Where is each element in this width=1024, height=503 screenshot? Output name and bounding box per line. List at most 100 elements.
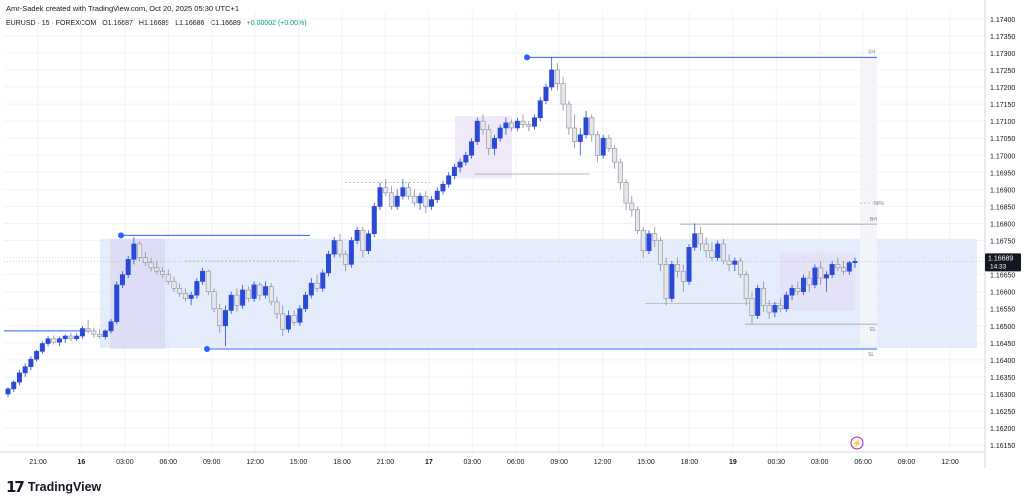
candle-body — [303, 294, 309, 310]
candle-body — [28, 358, 34, 368]
candle-body — [348, 240, 354, 265]
candle-body — [692, 233, 698, 248]
x-tick-label: 09:00 — [203, 459, 221, 466]
y-tick-label: 1.16650 — [990, 273, 1015, 280]
range-high-dot — [118, 232, 124, 239]
y-tick-label: 1.16300 — [990, 392, 1015, 399]
level-label-sh: SH — [868, 49, 875, 55]
y-tick-label: 1.16150 — [990, 443, 1015, 450]
candle-body — [778, 305, 784, 310]
candle-body — [331, 240, 337, 255]
candle-body — [560, 83, 566, 105]
attribution-text: Amr-Sadek created with TradingView.com, … — [6, 4, 240, 13]
y-tick-label: 1.16200 — [990, 426, 1015, 433]
candle-body — [549, 69, 555, 88]
candle-body — [251, 284, 257, 299]
candle-body — [766, 305, 772, 313]
candle-body — [520, 120, 526, 125]
candle-body — [428, 199, 434, 207]
candle-body — [720, 243, 726, 262]
y-tick-label: 1.16350 — [990, 375, 1015, 382]
candle-body — [343, 253, 349, 265]
candle-body — [377, 187, 383, 207]
candle-body — [434, 190, 440, 200]
candle-body — [325, 253, 331, 274]
candle-body — [755, 287, 761, 316]
candle-body — [789, 287, 795, 296]
candle-body — [474, 120, 480, 142]
candle-body — [297, 308, 303, 323]
candle-body — [371, 206, 377, 235]
x-tick-label: 17 — [425, 459, 433, 466]
candle-body — [440, 183, 446, 192]
x-tick-label: 18:00 — [681, 459, 699, 466]
candle-body — [165, 274, 171, 282]
bar-countdown: 14:33 — [990, 263, 1007, 270]
candle-body — [383, 187, 389, 194]
candle-body — [406, 187, 412, 197]
x-tick-label: 12:00 — [246, 459, 264, 466]
candle-body — [697, 233, 703, 245]
candle-body — [394, 195, 400, 207]
candle-body — [446, 175, 452, 185]
candle-body — [606, 137, 612, 149]
x-tick-label: 19 — [729, 459, 737, 466]
candle-body — [51, 338, 57, 343]
candle-body — [663, 264, 669, 299]
candle-body — [812, 267, 818, 286]
candle-body — [806, 277, 812, 286]
candle-body — [337, 240, 343, 255]
candle-body — [234, 294, 240, 306]
candle-body — [509, 122, 515, 129]
candle-body — [783, 294, 789, 310]
candle-body — [686, 247, 692, 282]
candle-body — [91, 330, 97, 335]
candle-body — [182, 293, 188, 299]
projection-box — [860, 57, 877, 347]
candle-body — [268, 286, 274, 303]
candle-body — [291, 315, 297, 323]
candle-body — [320, 272, 326, 289]
x-tick-label: 00:30 — [768, 459, 786, 466]
candle-body — [623, 182, 629, 204]
candle-body — [486, 129, 492, 149]
candle-body — [612, 148, 618, 163]
candle-body — [411, 195, 417, 204]
symbol-legend: EURUSD · 15 · FOREXCOM O1.16687 H1.16689… — [6, 20, 311, 27]
x-tick-label: 15:00 — [290, 459, 308, 466]
x-tick-label: 21:00 — [29, 459, 47, 466]
candle-body — [543, 86, 549, 101]
change-value: +0.00002 (+0.00%) — [246, 20, 307, 27]
candle-body — [600, 137, 606, 156]
candle-body — [629, 202, 635, 211]
candle-body — [738, 260, 744, 275]
candle-body — [760, 287, 766, 306]
candle-body — [577, 134, 583, 142]
y-tick-label: 1.16500 — [990, 324, 1015, 331]
candle-body — [57, 338, 63, 343]
swing-high-dot — [524, 54, 530, 61]
x-tick-label: 03:00 — [464, 459, 482, 466]
y-tick-label: 1.16600 — [990, 290, 1015, 297]
x-tick-label: 09:00 — [550, 459, 568, 466]
candle-body — [131, 243, 137, 260]
x-tick-label: 09:00 — [898, 459, 916, 466]
candle-body — [589, 117, 595, 136]
y-tick-label: 1.17050 — [990, 136, 1015, 143]
candle-body — [583, 117, 589, 136]
candle-body — [137, 243, 143, 258]
x-tick-label: 03:00 — [811, 459, 829, 466]
candle-body — [554, 69, 560, 84]
candle-body — [34, 351, 40, 360]
candle-body — [503, 122, 509, 129]
candle-body — [142, 257, 148, 263]
last-price-value: 1.16689 — [988, 255, 1013, 262]
y-tick-label: 1.16400 — [990, 358, 1015, 365]
candle-body — [680, 270, 686, 282]
x-tick-label: 06:00 — [507, 459, 525, 466]
candle-body — [308, 282, 314, 296]
candle-body — [491, 137, 497, 149]
candle-body — [119, 274, 125, 286]
x-tick-label: 15:00 — [637, 459, 655, 466]
